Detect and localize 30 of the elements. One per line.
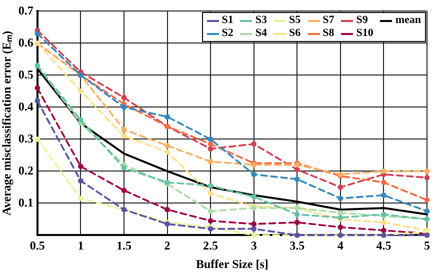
y-tick-label: 0.3 [18,131,34,146]
x-tick-label: 5 [424,238,430,252]
legend-label: S10 [355,27,374,40]
legend-label: S9 [355,14,369,28]
y-axis-title: Average misclassification error (Eₘ) [0,30,14,216]
x-axis-title: Buffer Size [s] [196,256,268,271]
legend-label: S2 [220,27,234,40]
x-tick-label: 2.5 [203,238,218,252]
y-tick-label: 0.1 [18,195,34,210]
x-tick-label: 4 [337,238,344,252]
legend-label: S3 [254,14,267,28]
x-tick-label: 3.5 [290,238,305,252]
y-tick-label: 0.4 [18,99,34,114]
y-tick-label: 0.2 [18,163,34,178]
x-tick-label: 2 [164,238,170,252]
legend-label: S5 [288,14,301,28]
x-tick-label: 0.5 [30,238,45,252]
y-tick-label: 0.6 [18,35,34,50]
x-tick-label: 4.5 [376,238,392,252]
x-tick-label: 3 [250,238,257,252]
legend-label: mean [394,14,421,28]
x-tick-label: 1 [78,238,84,252]
y-tick-label: 0.5 [18,67,34,82]
legend-label: S8 [322,27,334,40]
y-tick-label: 0.7 [18,3,34,18]
legend-label: S6 [288,27,301,40]
x-tick-label: 1.5 [116,238,132,252]
legend-label: S7 [322,14,334,28]
legend-label: S1 [220,14,234,28]
legend-label: S4 [254,27,267,40]
